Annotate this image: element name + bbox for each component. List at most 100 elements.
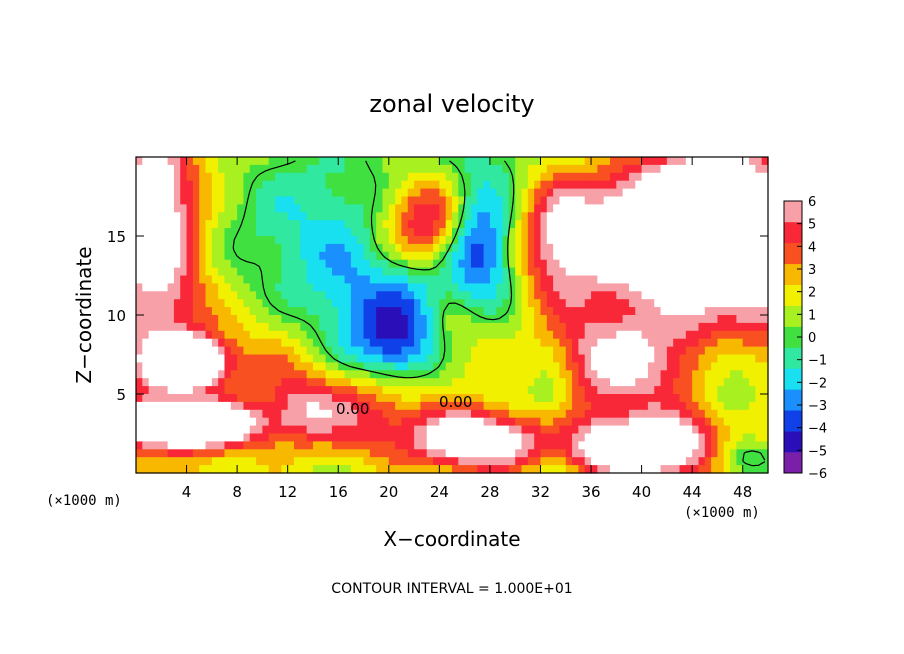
heatmap-cell (635, 425, 643, 435)
heatmap-cell (508, 322, 516, 332)
heatmap-cell (616, 370, 624, 379)
heatmap-cell (464, 457, 472, 466)
heatmap-cell (654, 220, 662, 229)
heatmap-cell (363, 220, 371, 229)
heatmap-cell (572, 243, 579, 253)
heatmap-cell (458, 220, 466, 229)
heatmap-cell (578, 283, 586, 292)
heatmap-cell (357, 354, 365, 363)
heatmap-cell (287, 172, 295, 182)
heatmap-cell (369, 220, 377, 229)
heatmap-cell (572, 172, 579, 182)
heatmap-cell (357, 315, 365, 324)
heatmap-cell (376, 362, 384, 371)
heatmap-cell (616, 228, 624, 237)
heatmap-cell (382, 330, 390, 340)
heatmap-cell (148, 212, 156, 221)
heatmap-cell (186, 322, 194, 332)
heatmap-cell (717, 441, 725, 450)
heatmap-cell (616, 409, 624, 419)
heatmap-cell (452, 433, 459, 442)
heatmap-cell (154, 330, 162, 340)
heatmap-cell (489, 354, 497, 363)
heatmap-cell (173, 164, 181, 174)
heatmap-cell (192, 196, 200, 205)
heatmap-cell (685, 259, 693, 269)
heatmap-cell (749, 267, 756, 277)
heatmap-cell (616, 346, 624, 356)
heatmap-cell (515, 251, 523, 261)
heatmap-cell (559, 251, 567, 261)
heatmap-cell (167, 409, 175, 419)
heatmap-cell (616, 180, 624, 190)
heatmap-cell (331, 465, 339, 474)
heatmap-cell (256, 433, 263, 442)
heatmap-cell (603, 417, 611, 427)
heatmap-cell (275, 378, 282, 387)
heatmap-cell (603, 307, 611, 316)
heatmap-cell (559, 465, 567, 474)
heatmap-cell (388, 243, 396, 253)
heatmap-cell (388, 433, 396, 442)
heatmap-cell (338, 386, 346, 395)
heatmap-cell (477, 370, 485, 379)
heatmap-cell (578, 322, 586, 332)
heatmap-cell (230, 291, 238, 300)
heatmap-cell (458, 465, 466, 474)
heatmap-cell (452, 172, 459, 182)
heatmap-cell (414, 457, 421, 466)
heatmap-cell (211, 425, 219, 435)
heatmap-cell (136, 283, 143, 292)
heatmap-cell (186, 354, 194, 363)
heatmap-cell (306, 228, 314, 237)
heatmap-cell (489, 441, 497, 450)
heatmap-cell (654, 370, 662, 379)
heatmap-cell (294, 457, 301, 466)
heatmap-cell (736, 386, 744, 395)
heatmap-cell (553, 299, 561, 308)
heatmap-cell (211, 157, 219, 166)
heatmap-cell (679, 243, 687, 253)
heatmap-cell (458, 188, 466, 198)
heatmap-cell (521, 267, 529, 277)
heatmap-cell (502, 164, 510, 174)
heatmap-cell (319, 425, 327, 435)
heatmap-cell (458, 283, 466, 292)
heatmap-cell (527, 409, 535, 419)
heatmap-cell (382, 338, 390, 348)
heatmap-cell (628, 346, 636, 356)
heatmap-cell (224, 346, 232, 356)
heatmap-cell (534, 243, 542, 253)
heatmap-cell (622, 394, 630, 403)
heatmap-cell (572, 259, 579, 269)
heatmap-cell (281, 291, 289, 300)
heatmap-cell (521, 401, 529, 411)
heatmap-cell (211, 449, 219, 458)
heatmap-cell (515, 354, 523, 363)
heatmap-cell (312, 370, 320, 379)
heatmap-cell (464, 236, 472, 245)
heatmap-cell (761, 283, 769, 292)
heatmap-cell (610, 449, 617, 458)
heatmap-cell (414, 465, 421, 474)
heatmap-cell (224, 354, 232, 363)
heatmap-cell (192, 433, 200, 442)
heatmap-cell (319, 291, 327, 300)
heatmap-cell (489, 378, 497, 387)
heatmap-cell (369, 370, 377, 379)
heatmap-cell (452, 275, 459, 284)
heatmap-cell (136, 386, 143, 395)
heatmap-cell (433, 299, 440, 308)
heatmap-cell (237, 243, 245, 253)
heatmap-cell (180, 307, 188, 316)
heatmap-cell (136, 220, 143, 229)
heatmap-cell (414, 157, 421, 166)
heatmap-cell (199, 417, 207, 427)
heatmap-cell (742, 228, 750, 237)
heatmap-cell (717, 283, 725, 292)
heatmap-cell (275, 433, 282, 442)
heatmap-cell (414, 401, 421, 411)
heatmap-cell (540, 212, 548, 221)
heatmap-cell (723, 164, 731, 174)
heatmap-cell (673, 164, 681, 174)
